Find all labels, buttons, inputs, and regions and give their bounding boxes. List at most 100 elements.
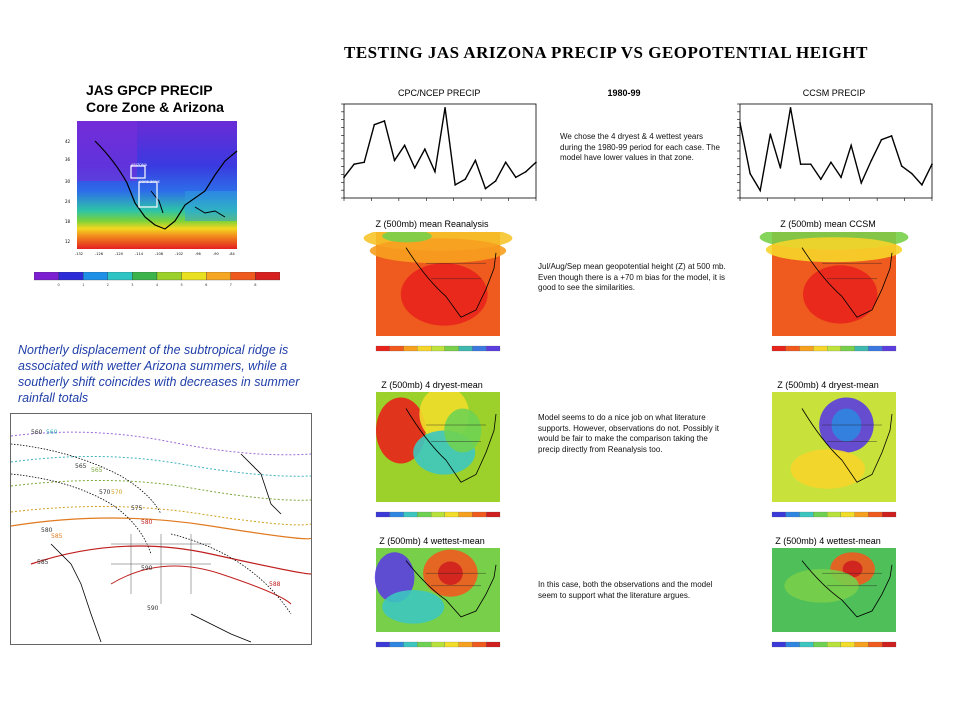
map-mean-reanalysis — [336, 232, 540, 356]
coastline — [801, 560, 893, 618]
cpc-precip-chart — [336, 100, 540, 206]
map-wettest-reanalysis — [336, 548, 540, 652]
cpc-precip-series-line — [343, 107, 537, 190]
ccsm-precip-point — [779, 167, 782, 169]
colorbar-swatch — [206, 271, 231, 281]
height-contour-fill — [790, 449, 865, 489]
map-colorbar-swatch — [840, 345, 855, 352]
colorbar-tick-label: 1 — [82, 283, 84, 287]
ccsm-precip-point — [809, 163, 812, 165]
map-colorbar-swatch — [813, 511, 828, 518]
gpcp-precip-map: ARIZONA CORE ZONE 42 36 30 24 18 12 -132… — [55, 121, 241, 258]
contour-label: 570 — [111, 489, 123, 496]
colorbar-swatch — [107, 271, 133, 281]
cpc-precip-point — [535, 161, 537, 164]
map-colorbar-swatch — [472, 641, 487, 648]
contour-label: 588 — [269, 581, 281, 588]
map-colorbar-swatch — [799, 641, 814, 648]
map-colorbar-swatch — [458, 511, 473, 518]
cpc-precip-point — [525, 170, 527, 173]
coastline — [405, 247, 497, 318]
colorbar-swatch — [33, 271, 59, 281]
ccsm-precip-title: CCSM PRECIP — [802, 88, 866, 98]
gpcp-title-line2: Core Zone & Arizona — [86, 99, 224, 115]
lon-label: -102 — [175, 252, 183, 256]
ccsm-precip-point — [850, 144, 852, 147]
height-contour-fill — [376, 397, 426, 464]
map-colorbar-swatch — [389, 511, 404, 518]
map-colorbar-swatch — [799, 345, 814, 352]
height-contour-fill — [382, 232, 432, 243]
ccsm-precip-point — [799, 163, 802, 165]
cpc-precip-point — [514, 176, 517, 179]
map-colorbar-swatch — [785, 641, 800, 648]
lat-label: 18 — [65, 219, 71, 224]
cpc-precip-point — [484, 187, 487, 190]
contour-label: 590 — [147, 605, 159, 612]
contour-label: 560 — [31, 429, 43, 436]
contour-label: 585 — [51, 533, 63, 540]
cpc-precip-point — [353, 163, 355, 165]
state-borders — [822, 573, 882, 586]
map-colorbar-swatch — [868, 641, 883, 648]
colorbar-swatch — [181, 271, 207, 281]
colorbar-swatch — [132, 271, 158, 281]
lon-label: -90 — [213, 252, 219, 256]
ccsm-precip-frame — [739, 103, 933, 199]
cpc-precip-title: CPC/NCEP PRECIP — [398, 88, 481, 98]
colorbar-tick-label: 8 — [254, 283, 256, 287]
cpc-precip-point — [464, 178, 467, 180]
ccsm-precip-point — [931, 163, 933, 165]
height-contour-fill — [374, 552, 415, 603]
state-borders — [426, 573, 486, 586]
height-contour-fill — [369, 238, 507, 264]
map-colorbar-swatch — [486, 641, 501, 648]
map-colorbar-swatch — [785, 511, 800, 518]
cpc-precip-point — [444, 106, 446, 109]
panel-title-r3-right: Z (500mb) 4 wettest-mean — [775, 536, 881, 546]
map-mean-ccsm — [732, 232, 936, 356]
map-colorbar-swatch — [389, 641, 404, 648]
colorbar-swatch — [156, 271, 182, 281]
contour-label: 560 — [46, 429, 58, 436]
core-zone-box-label: CORE ZONE — [139, 180, 160, 184]
map-colorbar-swatch — [827, 641, 841, 648]
map-colorbar-swatch — [486, 511, 501, 518]
coastline — [801, 408, 893, 483]
ccsm-precip-point — [870, 159, 873, 162]
cpc-precip-point — [413, 167, 416, 169]
lat-label: 36 — [65, 157, 71, 162]
map-colorbar-swatch — [486, 345, 501, 352]
map-colorbar-swatch — [868, 511, 883, 518]
colorbar-tick-label: 3 — [131, 283, 133, 287]
coastline — [405, 560, 497, 618]
height-contour-fill — [765, 237, 903, 263]
cpc-precip-point — [393, 159, 396, 162]
map-colorbar-swatch — [472, 345, 487, 352]
state-borders — [822, 424, 882, 442]
map-colorbar-swatch — [444, 641, 459, 648]
map-colorbar-swatch — [854, 345, 869, 352]
map-colorbar-swatch — [375, 511, 390, 518]
cpc-precip-point — [383, 120, 386, 122]
lon-label: -120 — [115, 252, 123, 256]
map-colorbar-swatch — [771, 345, 786, 352]
ccsm-precip-point — [739, 122, 741, 124]
cpc-precip-point — [504, 161, 507, 164]
ridge-displacement-note: Northerly displacement of the subtropica… — [18, 343, 300, 405]
lon-label: -84 — [229, 252, 235, 256]
map-colorbar-swatch — [458, 345, 473, 352]
page-title: TESTING JAS ARIZONA PRECIP VS GEOPOTENTI… — [344, 43, 868, 62]
height-contour-fill — [382, 590, 445, 624]
cpc-precip-point — [373, 123, 376, 126]
map-colorbar-swatch — [771, 511, 786, 518]
map-wettest-ccsm — [732, 548, 936, 652]
ccsm-precip-point — [749, 172, 751, 175]
map-dryest-reanalysis — [336, 392, 540, 522]
panel-title-r2-left: Z (500mb) 4 dryest-mean — [381, 380, 483, 390]
map-colorbar-swatch — [417, 345, 432, 352]
cpc-precip-point — [454, 184, 456, 186]
note-mean-height: Jul/Aug/Sep mean geopotential height (Z)… — [538, 262, 726, 292]
map-colorbar-swatch — [868, 345, 883, 352]
colorbar-tick-label: 7 — [230, 283, 232, 287]
